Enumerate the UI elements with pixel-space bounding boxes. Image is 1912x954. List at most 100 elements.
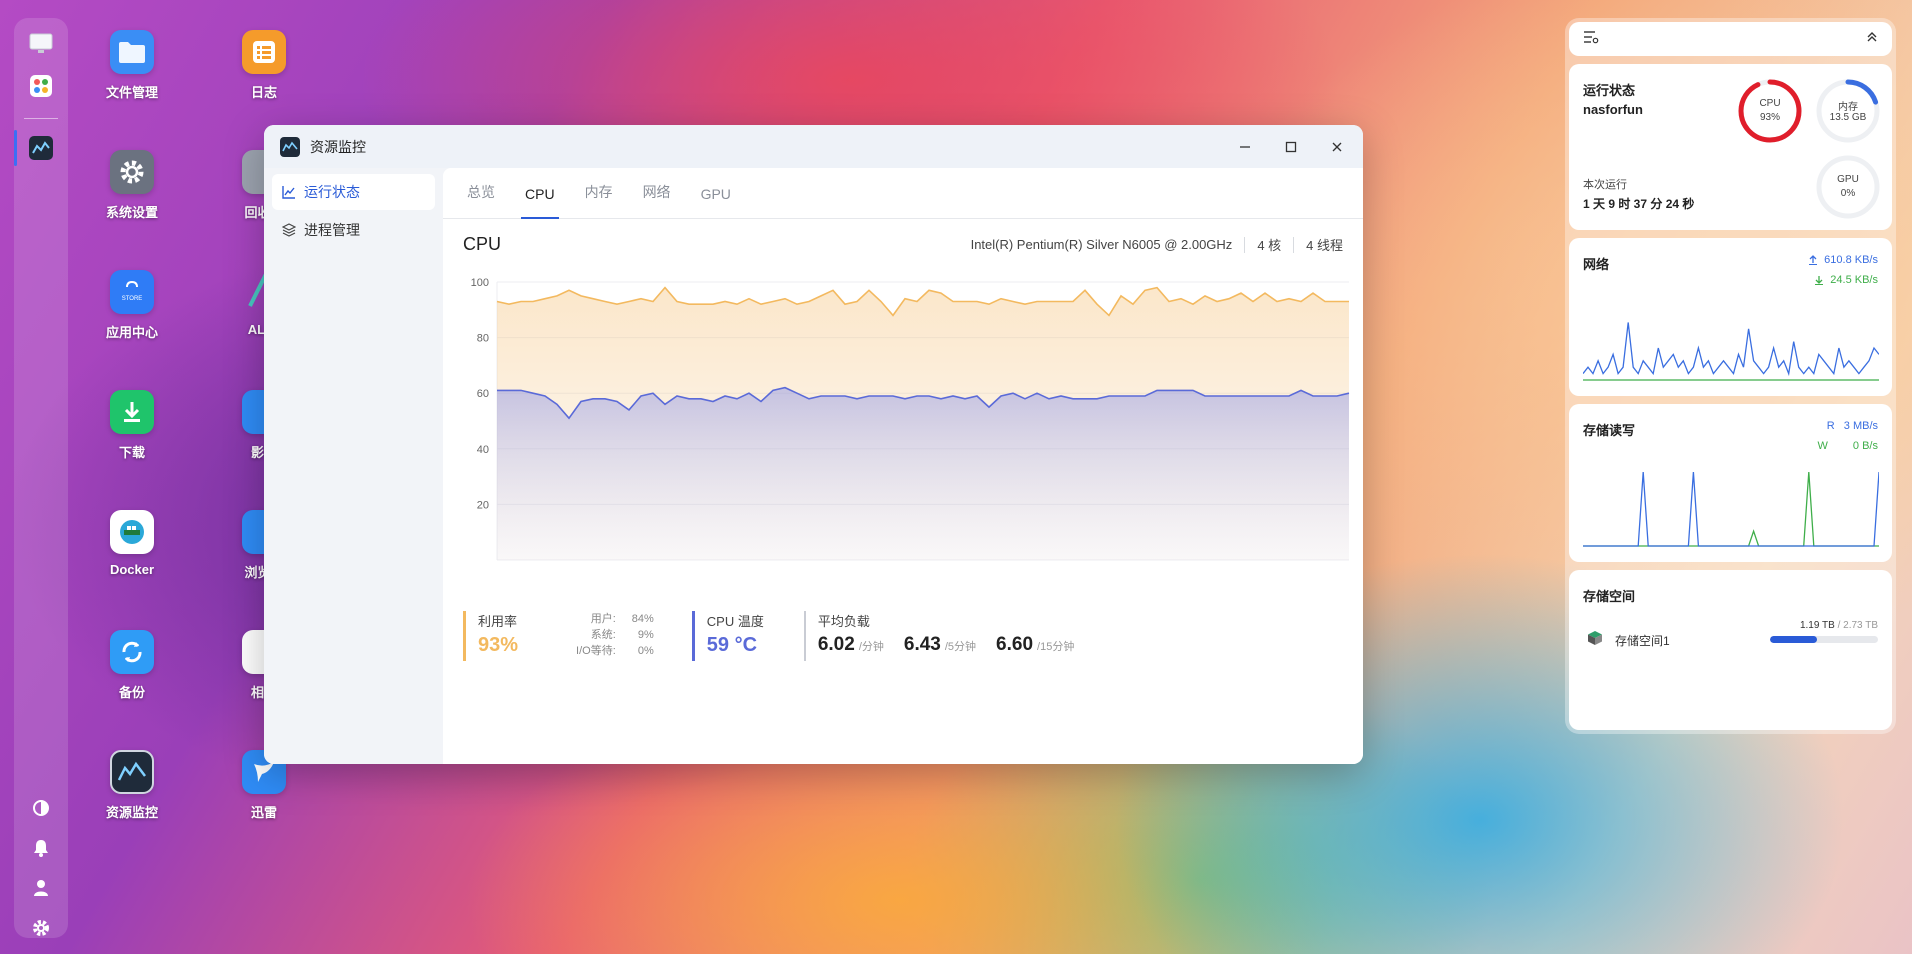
desktop-icon-app-center[interactable]: STORE 应用中心 <box>84 270 180 341</box>
storage-used: 1.19 TB <box>1799 620 1835 631</box>
rail-divider <box>24 118 58 119</box>
cpu-cores: 4 核 <box>1257 238 1282 253</box>
usage-value: 93% <box>478 634 519 656</box>
desktop-icon-label: 文件管理 <box>105 85 158 100</box>
system-value: 9% <box>637 629 654 641</box>
temp-label: CPU 温度 <box>706 614 764 629</box>
desktop-icon-label: 资源监控 <box>105 805 158 820</box>
temperature-block: CPU 温度 59 °C <box>691 611 764 661</box>
gear-icon[interactable] <box>29 916 53 940</box>
desktop-icon-backup[interactable]: 备份 <box>84 630 180 701</box>
tab-bar: 总览 CPU 内存 网络 GPU <box>443 168 1363 219</box>
gear-icon <box>110 150 154 194</box>
iowait-value: 0% <box>637 645 654 657</box>
cpu-gauge-value: 93% <box>1759 112 1780 123</box>
tab-cpu[interactable]: CPU <box>521 186 559 219</box>
storage-progress-bar <box>1770 636 1878 643</box>
desktop-icon-resource-monitor[interactable]: 资源监控 <box>84 750 180 821</box>
cpu-gauge: CPU 93% <box>1737 78 1803 144</box>
desktop-icon-docker[interactable]: Docker <box>84 510 180 577</box>
gpu-gauge-label: GPU <box>1837 174 1859 185</box>
read-rate: 3 MB/s <box>1843 420 1878 432</box>
load-block: 平均负载 6.02 /分钟 6.43 /5分钟 6.60 /15分钟 <box>803 611 1095 661</box>
tab-memory[interactable]: 内存 <box>584 184 613 200</box>
storage-read-line <box>1583 471 1879 547</box>
network-download-rate: 24.5 KB/s <box>1830 274 1878 286</box>
tab-network[interactable]: 网络 <box>642 184 671 200</box>
window-titlebar[interactable]: 资源监控 <box>264 125 1363 168</box>
bell-icon[interactable] <box>29 836 53 860</box>
apps-icon[interactable] <box>29 74 53 98</box>
desktop-icon-download[interactable]: 下载 <box>84 390 180 461</box>
storage-usage-text: 1.19 TB / 2.73 TB <box>1799 620 1878 631</box>
cpu-threads: 4 线程 <box>1306 238 1343 253</box>
collapse-icon[interactable] <box>1866 30 1878 48</box>
cpu-title: CPU <box>463 234 502 254</box>
desktop-icon-settings[interactable]: 系统设置 <box>84 150 180 221</box>
close-button[interactable] <box>1327 137 1347 157</box>
write-rate: 0 B/s <box>1852 440 1878 452</box>
network-title: 网络 <box>1583 257 1610 272</box>
status-title: 运行状态 <box>1583 83 1636 98</box>
tab-overview[interactable]: 总览 <box>467 184 495 200</box>
cpu-model: Intel(R) Pentium(R) Silver N6005 @ 2.00G… <box>970 237 1233 252</box>
store-icon: STORE <box>110 270 154 314</box>
storage-io-title: 存储读写 <box>1583 423 1636 438</box>
disk-icon <box>1587 630 1603 651</box>
y-tick-label: 100 <box>471 277 489 289</box>
user-usage-area <box>497 387 1349 560</box>
tab-gpu[interactable]: GPU <box>700 186 731 202</box>
load-15min-unit: /15分钟 <box>1037 641 1075 653</box>
y-tick-label: 20 <box>477 499 489 511</box>
sidebar-item-running-status[interactable]: 运行状态 <box>272 174 435 210</box>
total-usage-series-line <box>496 286 1349 317</box>
network-upload-rate: 610.8 KB/s <box>1824 254 1878 266</box>
desktop-icon-label: 下载 <box>118 445 145 460</box>
volume-label: 存储空间1 <box>1615 634 1670 648</box>
desktop-icon-label: 系统设置 <box>105 205 158 220</box>
desktop-icon-label: 应用中心 <box>105 325 158 340</box>
sidebar-item-process-management[interactable]: 进程管理 <box>272 212 435 248</box>
cpu-stats: 利用率 93% 用户: 84% 系统: 9% I/O等待: 0% CPU 温度 59 … <box>463 611 1343 661</box>
load-15min: 6.60 <box>996 634 1034 655</box>
download-icon <box>110 390 154 434</box>
load-label: 平均负载 <box>817 614 870 629</box>
status-widget[interactable]: 运行状态 nasforfun 本次运行 1 天 9 时 37 分 24 秒 CP… <box>1569 64 1892 230</box>
sidebar-item-label: 进程管理 <box>304 222 360 238</box>
temp-value: 59 °C <box>706 634 758 656</box>
resource-monitor-icon <box>280 136 300 157</box>
divider <box>1293 236 1295 253</box>
storage-io-widget[interactable]: 存储读写 R 3 MB/s W 0 B/s <box>1569 404 1892 562</box>
chart-line-icon <box>282 186 295 199</box>
folder-icon <box>110 30 154 74</box>
memory-gauge-label: 内存 <box>1838 102 1858 113</box>
maximize-button[interactable] <box>1281 137 1301 157</box>
upload-icon <box>1809 255 1818 265</box>
window-content: 总览 CPU 内存 网络 GPU CPU Intel(R) Pentium(R)… <box>443 168 1363 764</box>
desktop-icon-label: 日志 <box>250 85 277 100</box>
resource-monitor-icon[interactable] <box>29 136 53 160</box>
desktop-icon-log[interactable]: 日志 <box>216 30 312 101</box>
settings-list-icon[interactable] <box>1583 30 1599 49</box>
theme-icon[interactable] <box>29 796 53 820</box>
monitor-icon[interactable] <box>29 32 53 56</box>
user-label: 用户: <box>590 613 616 625</box>
network-widget[interactable]: 网络 610.8 KB/s 24.5 KB/s <box>1569 238 1892 396</box>
user-icon[interactable] <box>29 876 53 900</box>
y-tick-label: 60 <box>477 388 489 400</box>
window-sidebar: 运行状态 进程管理 <box>264 168 443 764</box>
storage-io-sparkline <box>1583 471 1879 547</box>
uptime-label: 本次运行 <box>1583 179 1627 191</box>
resource-monitor-window: 资源监控 运行状态 进程管理 总览 CPU 内存 网络 <box>264 125 1363 764</box>
load-1min: 6.02 <box>817 634 855 655</box>
read-label: R <box>1826 420 1835 432</box>
load-5min-unit: /5分钟 <box>944 641 977 653</box>
resource-monitor-icon <box>110 750 154 794</box>
desktop-icon-file-manager[interactable]: 文件管理 <box>84 30 180 101</box>
storage-space-widget[interactable]: 存储空间 存储空间1 1.19 TB / 2.73 TB <box>1569 570 1892 730</box>
y-tick-label: 80 <box>477 333 489 345</box>
minimize-button[interactable] <box>1235 137 1255 157</box>
storage-total: 2.73 TB <box>1843 620 1878 631</box>
network-sparkline <box>1583 322 1879 381</box>
desktop-icon-label: 备份 <box>118 685 145 700</box>
